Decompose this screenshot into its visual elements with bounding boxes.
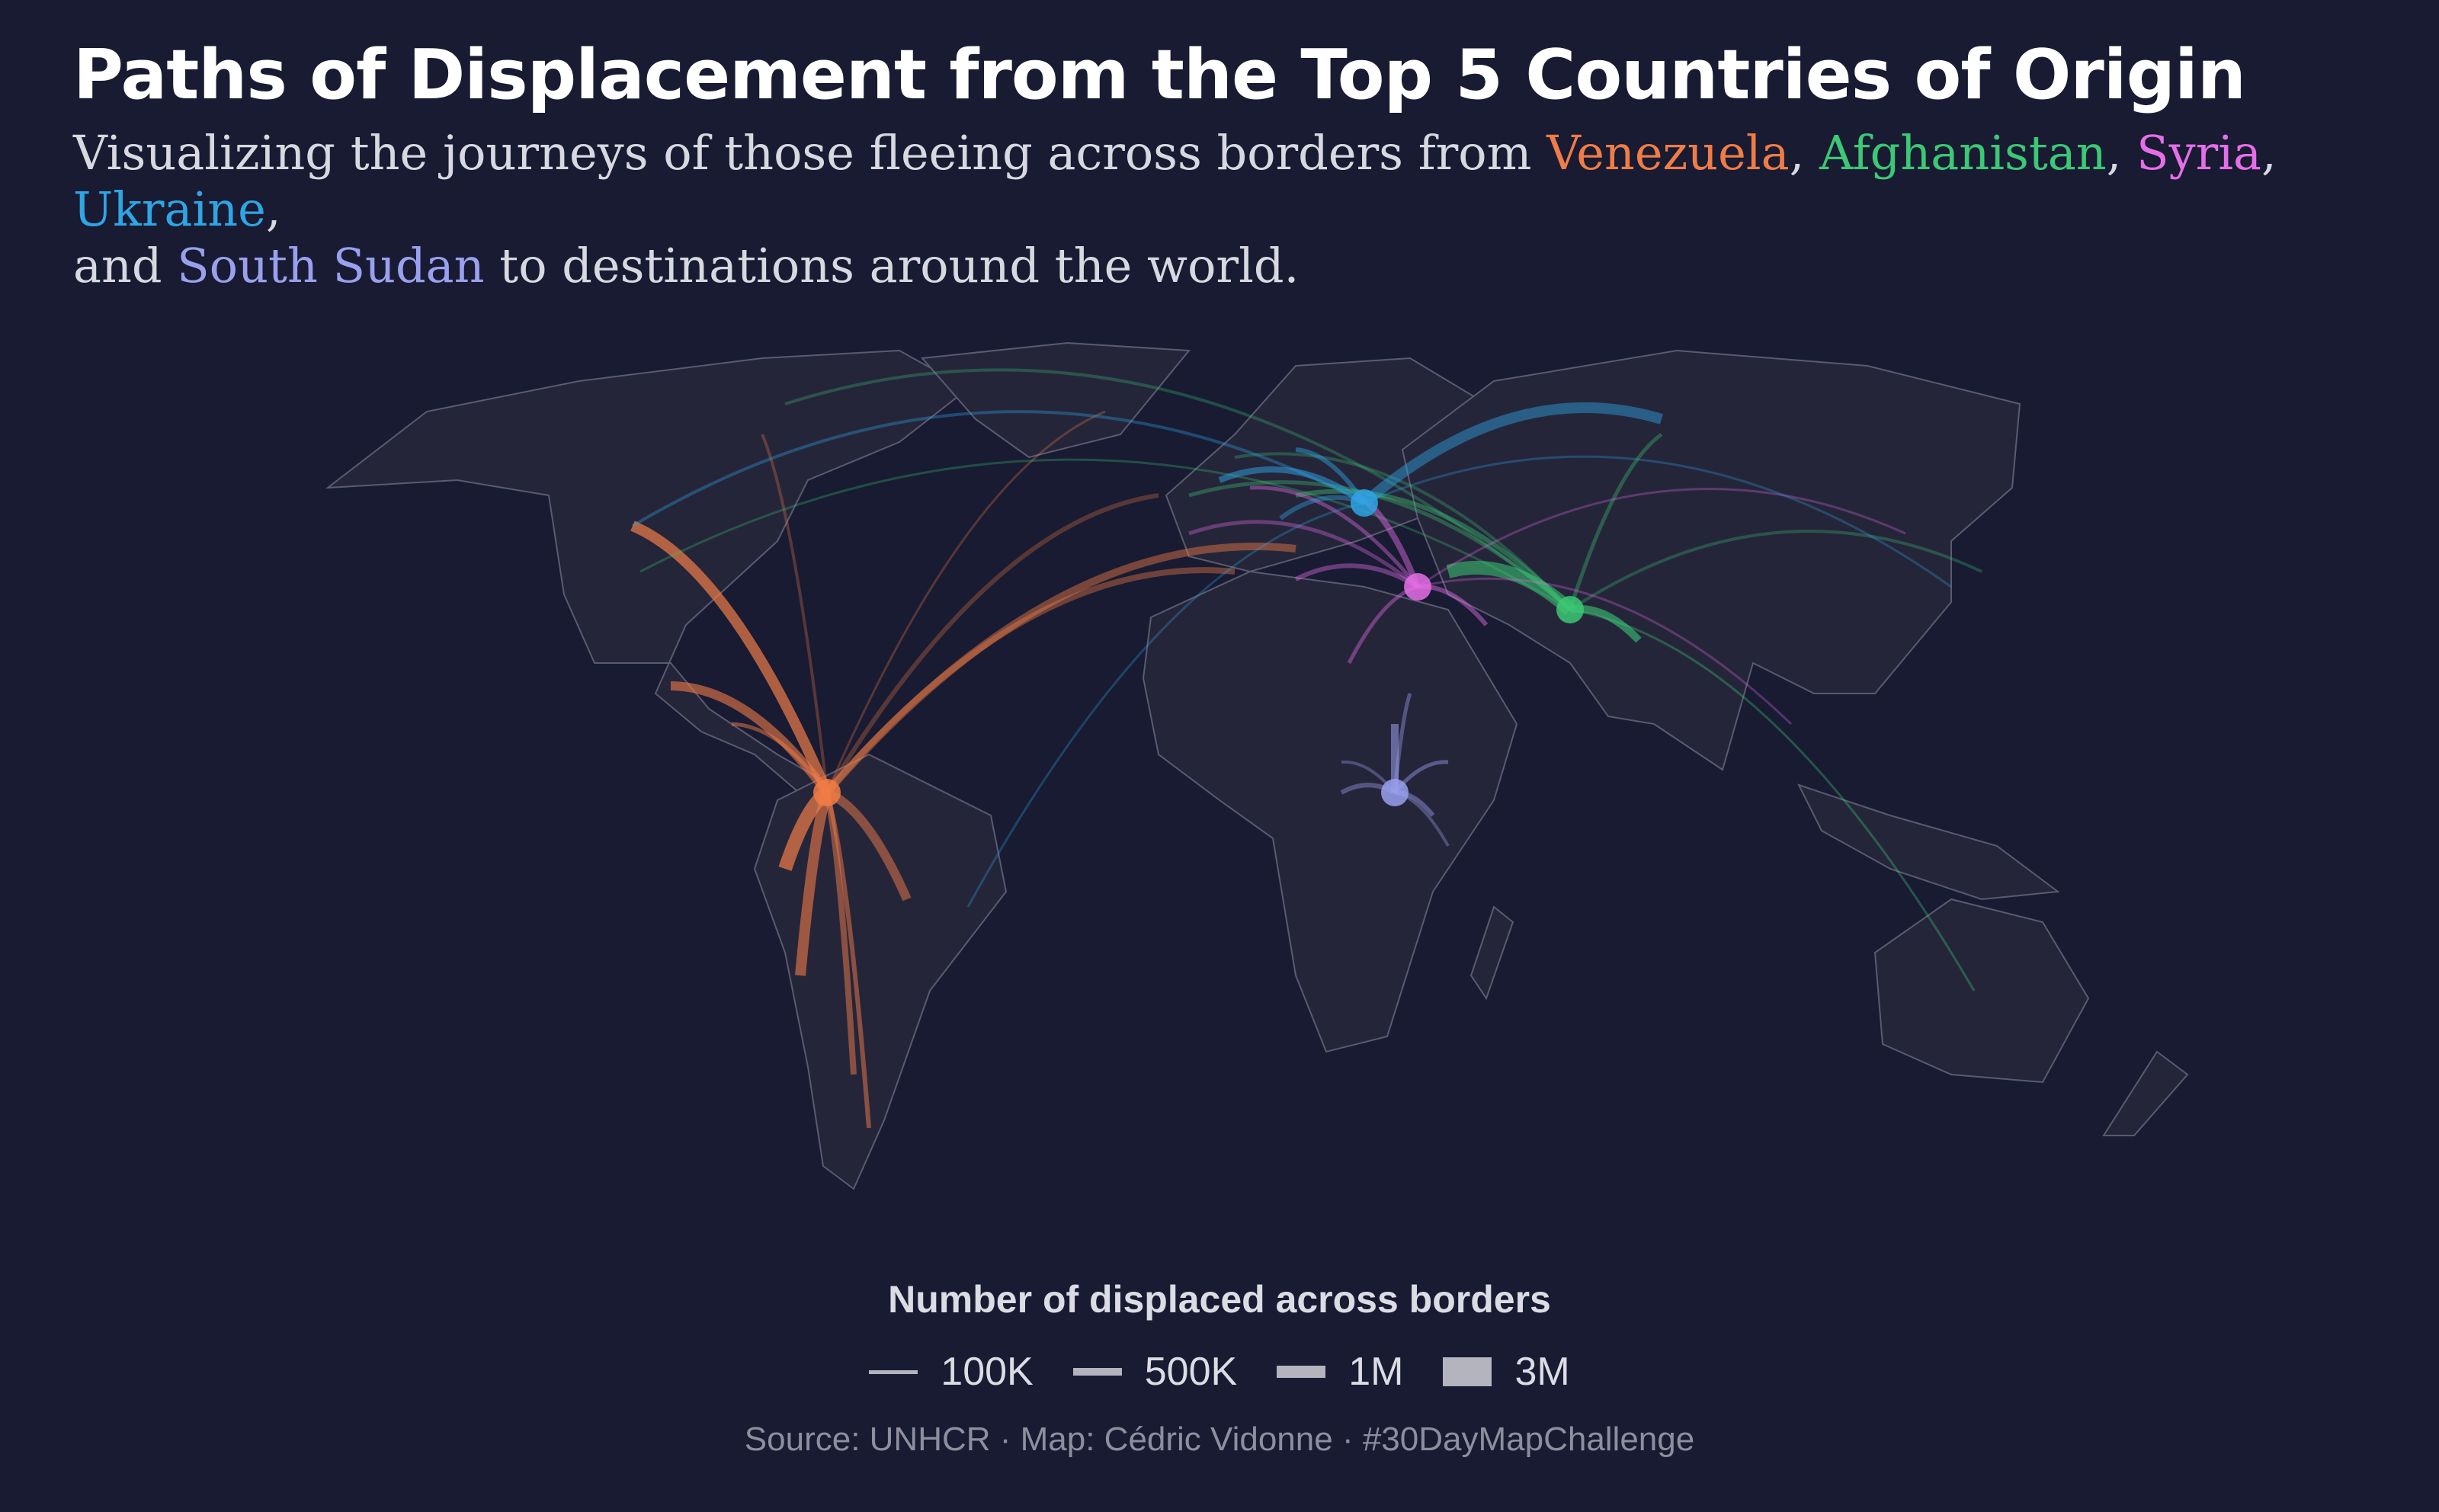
flow-arc-venezuela [825, 493, 1159, 794]
origin-ukraine: Ukraine [73, 181, 266, 237]
legend-title: Number of displaced across borders [888, 1278, 1551, 1321]
landmass-southeast-asia [1797, 783, 2060, 901]
subtitle-line2-prefix: and [73, 238, 178, 293]
flow-arc-afghanistan [1188, 480, 1572, 611]
map-subtitle: Visualizing the journeys of those fleein… [73, 125, 2375, 294]
flow-arc-afghanistan [639, 458, 1571, 611]
source-credit: Source: UNHCR · Map: Cédric Vidonne · #3… [744, 1421, 1695, 1458]
flow-arc-venezuela [824, 543, 1296, 796]
legend-item-100k: 100K [869, 1349, 1034, 1395]
flow-arc-ukraine [1361, 402, 1664, 508]
origin-afghanistan: Afghanistan [1819, 125, 2107, 181]
landmass-africa [1142, 570, 1518, 1053]
flow-arc-ukraine [966, 501, 1365, 908]
origin-hub-south-sudan [1381, 779, 1409, 806]
flow-arc-syria [1417, 487, 1906, 588]
legend-label: 100K [941, 1350, 1034, 1394]
map-title: Paths of Displacement from the Top 5 Cou… [73, 35, 2246, 115]
subtitle-suffix: to destinations around the world. [484, 238, 1300, 293]
flow-arc-venezuela [761, 434, 828, 793]
landmass-madagascar [1469, 905, 1514, 1001]
landmass-greenland [920, 341, 1191, 459]
landmass-new-zealand [2102, 1050, 2189, 1136]
world-map [325, 341, 2189, 1190]
legend-label: 1M [1348, 1350, 1404, 1394]
subtitle-separator: , [265, 181, 281, 237]
landmass-north-america [325, 349, 970, 802]
origin-hub-ukraine [1351, 489, 1378, 517]
legend-item-3m: 3M [1443, 1349, 1570, 1395]
legend-swatch-3m [1443, 1357, 1492, 1386]
legend-swatch-500k [1072, 1368, 1122, 1376]
legend: 100K 500K 1M 3M [0, 1349, 2439, 1395]
displacement-flows [630, 368, 1982, 1129]
flow-arc-venezuela [825, 410, 1106, 793]
flow-arc-ukraine [631, 410, 1365, 527]
subtitle-prefix: Visualizing the journeys of those fleein… [73, 125, 1547, 181]
subtitle-separator: , [2261, 125, 2277, 181]
origin-hub-afghanistan [1556, 596, 1584, 623]
landmass-australia [1873, 898, 2090, 1084]
flow-arc-south-sudan [1393, 693, 1412, 793]
flow-arc-syria [1249, 485, 1419, 588]
flow-arc-venezuela [630, 521, 832, 795]
flow-arc-ukraine [1364, 455, 1952, 588]
flow-arc-venezuela [731, 722, 829, 794]
flow-arc-venezuela [824, 567, 1236, 795]
flow-arc-syria [1417, 577, 1793, 726]
flow-arc-syria [1188, 520, 1419, 588]
flow-arc-afghanistan [1446, 560, 1575, 615]
landmass-asia [1401, 349, 2021, 771]
subtitle-separator: , [2106, 125, 2122, 181]
legend-item-1m: 1M [1277, 1349, 1403, 1395]
origin-venezuela: Venezuela [1546, 125, 1790, 181]
flow-arc-afghanistan [1569, 530, 1982, 611]
origin-hub-venezuela [813, 779, 841, 806]
legend-label: 3M [1514, 1350, 1570, 1394]
origin-south-sudan: South Sudan [177, 238, 485, 293]
legend-swatch-100k [869, 1369, 918, 1374]
flow-arc-venezuela [825, 792, 871, 1129]
flow-arc-afghanistan [1295, 489, 1572, 612]
flow-arc-afghanistan [1234, 452, 1572, 611]
flow-arc-ukraine [1218, 466, 1367, 506]
subtitle-separator: , [1789, 125, 1805, 181]
origin-hub-syria [1404, 573, 1431, 601]
legend-swatch-1m [1277, 1366, 1326, 1378]
legend-label: 500K [1144, 1350, 1238, 1394]
legend-item-500k: 500K [1072, 1349, 1238, 1395]
flow-arc-syria [1294, 563, 1419, 589]
landmass-south-america [753, 753, 1008, 1190]
flow-arc-afghanistan [1568, 432, 1663, 610]
flow-arc-afghanistan [784, 368, 1572, 611]
origin-syria: Syria [2136, 125, 2262, 181]
land-masses [325, 341, 2189, 1190]
